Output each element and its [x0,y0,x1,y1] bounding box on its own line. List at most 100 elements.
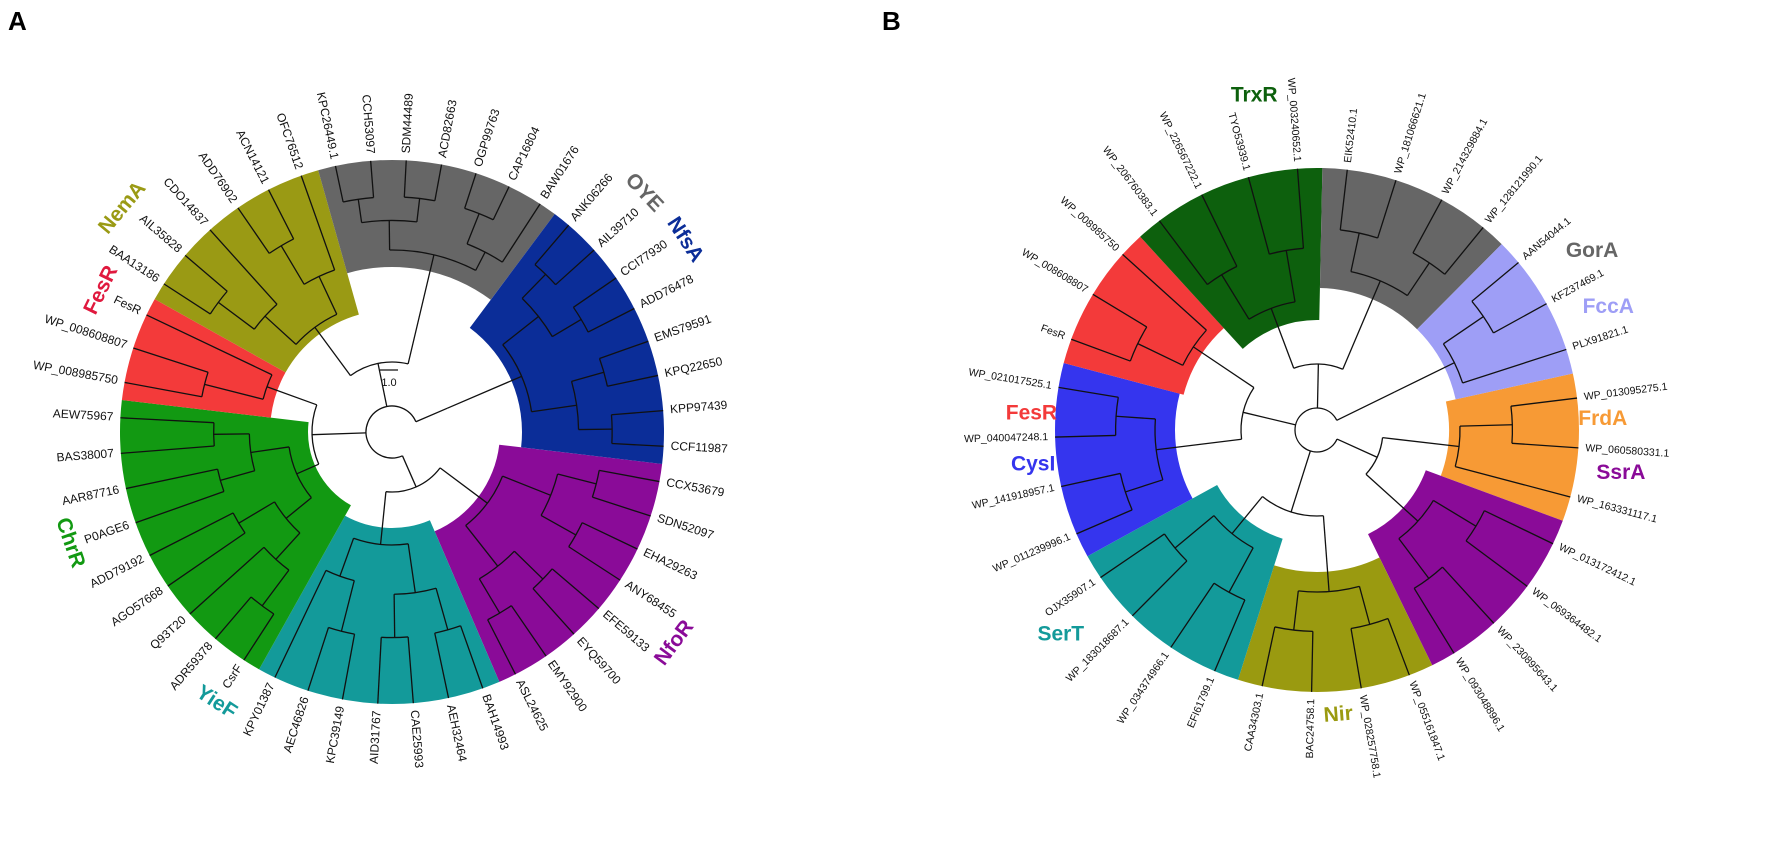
clade-sector-ssra [1368,470,1563,666]
clade-title-cysi: CysI [1011,452,1055,475]
branch [1350,628,1362,689]
branch [1412,199,1443,254]
leaf-label: AIL39710 [594,205,642,250]
leaf-label: BAS38007 [56,446,115,464]
leaf-label: EYQ59700 [574,634,624,687]
leaf-label: TYO53939.1 [1225,111,1252,172]
branch [407,636,414,704]
branch [1471,262,1519,302]
leaf-label: EHA29263 [641,545,700,583]
branch [340,580,355,632]
clade-sectors [1054,168,1579,692]
branch [1122,253,1207,331]
branch [1377,179,1397,239]
branch [1511,442,1579,449]
branch [510,605,547,657]
leaf-label: CCH53097 [359,94,378,155]
branch [492,186,510,221]
branch [1350,270,1408,297]
branch [1310,631,1314,692]
branch [599,340,649,360]
branch [1298,585,1360,593]
leaf-label: CCI77930 [617,237,670,279]
clade-title-trxr: TrxR [1231,83,1278,106]
branch [1076,509,1133,535]
branch [407,543,416,593]
leaf-label: AEW75967 [52,406,114,423]
clade-sector-fesr [1063,236,1224,395]
clade-title-fcca: FccA [1583,295,1634,318]
leaf-label: WP_226567222.1 [1157,110,1205,191]
branch [534,224,570,266]
leaf-label: WP_141918957.1 [971,482,1056,512]
branch [552,318,582,338]
branch [501,203,541,263]
leaf-label: P0AGE6 [82,518,131,547]
leaf-label: ANY68455 [623,577,680,621]
branch [1358,586,1371,625]
leaf-label: WP_181066621.1 [1392,91,1429,175]
branch [1350,232,1360,272]
branch [1444,227,1484,275]
leaf-label: ACD82663 [435,98,460,159]
leaf-label: WP_206760383.1 [1100,144,1160,218]
leaf-label: WP_069364482.1 [1529,586,1604,646]
leaf-label: ADD76478 [637,272,696,311]
panel-letter-a: A [8,6,27,36]
branch [1114,397,1119,436]
leaf-label: CAA34303.1 [1242,692,1266,753]
leaf-label: ADD79192 [88,552,147,591]
branch [237,207,270,254]
branch [403,160,407,198]
branch [1170,582,1215,648]
branch [365,405,417,459]
clade-sectors [119,160,664,704]
branch [1285,250,1296,302]
leaf-label: WP_021017525.1 [968,366,1053,392]
leaf-label: EIK52410.1 [1342,107,1360,163]
branch [1071,338,1131,362]
clade-title-sert: SerT [1037,622,1084,645]
branch [607,374,659,387]
branch [377,637,382,704]
clade-sector-chrr [119,400,351,670]
branch [189,546,265,615]
branch [1398,538,1430,579]
clade-title-frda: FrdA [1578,407,1627,430]
branch [415,407,448,423]
branch [124,381,202,398]
clade-title-yief: YieF [192,681,241,724]
branch [120,445,215,454]
branch [314,326,352,377]
leaf-label: FesR [112,292,144,317]
branch [1455,465,1571,498]
branch [1471,300,1495,334]
leaf-label: WP_230895643.1 [1494,624,1560,694]
branch [1413,588,1455,654]
branch [446,375,522,409]
branch [184,254,228,292]
branch [312,432,367,436]
branch [465,525,499,567]
branch [573,277,617,308]
clade-title-nema: NemA [94,177,150,238]
branch [407,254,435,365]
leaf-label: BAH14993 [479,692,512,752]
branch [370,160,375,198]
branch [1269,247,1304,255]
branch [1092,293,1148,328]
branch [1510,397,1578,407]
branch [262,374,273,400]
leaf-label: WP_013095275.1 [1583,381,1668,403]
branch [1339,169,1348,231]
branch [149,512,234,557]
branches [120,160,664,704]
leaf-label: AGO57668 [108,583,166,629]
leaf-label: WP_055161847.1 [1406,680,1447,763]
clade-sector-cysi [1054,362,1193,557]
leaf-label: OJX35907.1 [1043,576,1098,619]
branch [214,596,252,640]
branch [274,570,327,678]
branch [318,276,338,315]
leaf-label: WP_040047248.1 [964,431,1049,445]
